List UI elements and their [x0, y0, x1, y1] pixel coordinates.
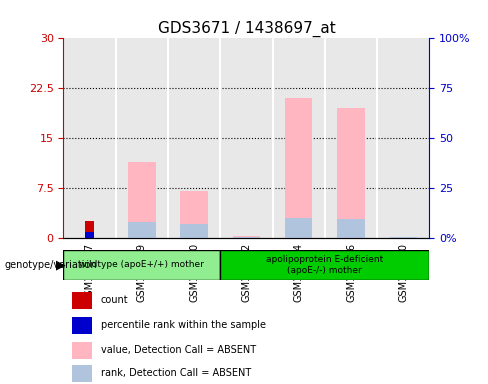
Bar [220, 38, 273, 238]
Bar [63, 38, 116, 238]
Bar [273, 38, 325, 238]
FancyBboxPatch shape [63, 250, 220, 280]
Bar [233, 236, 260, 238]
Bar [337, 108, 365, 238]
Bar [72, 292, 93, 309]
Bar [72, 365, 93, 382]
Bar [181, 224, 208, 238]
Bar [233, 237, 260, 238]
Bar [128, 162, 156, 238]
FancyBboxPatch shape [220, 250, 429, 280]
Text: genotype/variation: genotype/variation [5, 260, 98, 270]
Bar [168, 38, 220, 238]
Text: wildtype (apoE+/+) mother: wildtype (apoE+/+) mother [80, 260, 204, 270]
Bar [325, 38, 377, 238]
Text: count: count [101, 295, 128, 306]
Bar [285, 98, 312, 238]
Title: GDS3671 / 1438697_at: GDS3671 / 1438697_at [158, 21, 335, 37]
Text: ▶: ▶ [56, 258, 66, 271]
Bar [377, 38, 429, 238]
Bar [128, 222, 156, 238]
Bar [285, 218, 312, 238]
Bar [389, 237, 417, 238]
Bar [337, 219, 365, 238]
Bar [85, 232, 94, 238]
Bar [116, 38, 168, 238]
Bar [72, 317, 93, 334]
Bar [85, 222, 94, 238]
Bar [181, 192, 208, 238]
Text: value, Detection Call = ABSENT: value, Detection Call = ABSENT [101, 345, 256, 356]
Text: percentile rank within the sample: percentile rank within the sample [101, 320, 266, 331]
Text: rank, Detection Call = ABSENT: rank, Detection Call = ABSENT [101, 368, 251, 379]
Text: apolipoprotein E-deficient
(apoE-/-) mother: apolipoprotein E-deficient (apoE-/-) mot… [266, 255, 384, 275]
Bar [72, 342, 93, 359]
